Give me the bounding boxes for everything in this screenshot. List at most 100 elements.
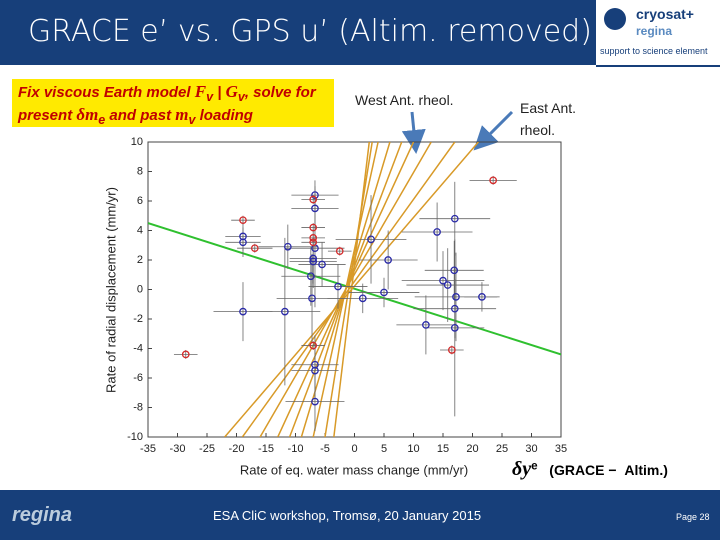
symbol: δy	[512, 458, 532, 480]
annotation: West Ant. rheol.	[355, 92, 454, 108]
point	[239, 238, 247, 247]
point	[311, 191, 319, 199]
point	[334, 282, 342, 291]
subscript: v	[206, 90, 214, 104]
point	[309, 223, 318, 232]
point	[283, 242, 292, 251]
point	[281, 307, 289, 316]
logo: cryosat+ regina support to science eleme…	[596, 0, 720, 67]
text: Altim.)	[624, 462, 668, 478]
x-tick-label: -30	[170, 443, 186, 455]
fit-line	[333, 142, 370, 437]
point	[447, 346, 456, 354]
point	[311, 366, 319, 375]
text: loading	[199, 107, 253, 124]
x-tick-label: -5	[320, 443, 330, 455]
fit-line	[148, 222, 561, 356]
point	[358, 294, 367, 303]
symbol: G	[225, 82, 238, 101]
page-number: Page 28	[676, 512, 710, 522]
logo-tagline: support to science element	[600, 46, 708, 56]
x-tick-label: -20	[229, 443, 245, 455]
superscript: e	[531, 459, 538, 473]
point	[450, 266, 459, 275]
point	[450, 214, 459, 223]
footer: regina ESA CliC workshop, Tromsø, 20 Jan…	[0, 490, 720, 540]
symbol: δm	[76, 105, 99, 124]
logo-brand: cryosat+	[636, 6, 694, 22]
point	[309, 254, 318, 263]
y-tick-label: -8	[133, 401, 143, 413]
x-tick-label: 15	[437, 443, 449, 455]
formula: δye (GRACE − Altim.)	[512, 458, 668, 481]
x-tick-label: 30	[525, 443, 537, 455]
fit-line	[324, 142, 373, 437]
point	[443, 281, 452, 289]
point	[439, 276, 447, 285]
footer-event: ESA CliC workshop, Tromsø, 20 January 20…	[213, 508, 482, 523]
y-tick-label: 0	[137, 283, 143, 295]
point	[380, 288, 388, 297]
point	[489, 176, 497, 185]
point	[318, 260, 326, 269]
text: , solve for	[244, 84, 316, 101]
point	[367, 235, 375, 244]
subscript: v	[188, 113, 196, 127]
point	[239, 307, 247, 316]
x-tick-label: -10	[288, 443, 304, 455]
point	[384, 256, 392, 264]
x-tick-label: 25	[496, 443, 508, 455]
text: |	[217, 84, 222, 101]
y-tick-label: -10	[127, 431, 143, 443]
point	[309, 238, 318, 247]
logo-icon	[604, 8, 626, 30]
x-tick-label: 20	[466, 443, 478, 455]
point	[250, 244, 259, 253]
text: Fix viscous Earth model	[18, 84, 191, 101]
x-tick-label: 10	[407, 443, 419, 455]
point	[433, 228, 441, 236]
y-tick-label: 8	[137, 165, 143, 177]
point	[239, 216, 247, 225]
y-axis-label: Rate of radial displacement (mm/yr)	[103, 187, 118, 393]
symbol: m	[175, 105, 189, 124]
point	[452, 293, 460, 301]
point	[450, 323, 459, 332]
annotation: East Ant. rheol.	[520, 100, 577, 138]
x-tick-label: -35	[140, 443, 156, 455]
point	[311, 397, 319, 406]
slide-title: GRACE e’ vs. GPS u’ (Altim. removed)	[28, 14, 592, 49]
y-tick-label: -2	[133, 313, 143, 325]
point	[422, 321, 430, 329]
text: and past	[109, 107, 172, 124]
x-tick-label: 35	[555, 443, 567, 455]
x-tick-label: -15	[258, 443, 274, 455]
note-box: Fix viscous Earth model Fv | Gv, solve f…	[12, 79, 334, 127]
point	[309, 234, 318, 242]
x-tick-label: 0	[351, 443, 357, 455]
logo-sub: regina	[636, 24, 673, 38]
y-tick-label: 4	[137, 224, 143, 236]
point	[308, 294, 316, 303]
text: (GRACE	[549, 462, 605, 478]
y-tick-label: -4	[133, 342, 143, 354]
point	[450, 304, 459, 313]
x-axis-label: Rate of eq. water mass change (mm/yr)	[240, 462, 468, 477]
x-tick-label: -25	[199, 443, 215, 455]
point	[311, 204, 319, 213]
point	[309, 195, 318, 204]
y-tick-label: 2	[137, 254, 143, 266]
arrow	[473, 110, 514, 151]
footer-brand: regina	[12, 504, 73, 526]
point	[478, 293, 486, 301]
point	[309, 257, 318, 266]
point	[306, 272, 315, 281]
header: GRACE e’ vs. GPS u’ (Altim. removed)	[0, 0, 596, 65]
lines	[148, 142, 561, 437]
arrow	[401, 111, 426, 154]
point	[309, 341, 318, 350]
subscript: e	[98, 113, 106, 127]
text: present	[18, 107, 73, 124]
